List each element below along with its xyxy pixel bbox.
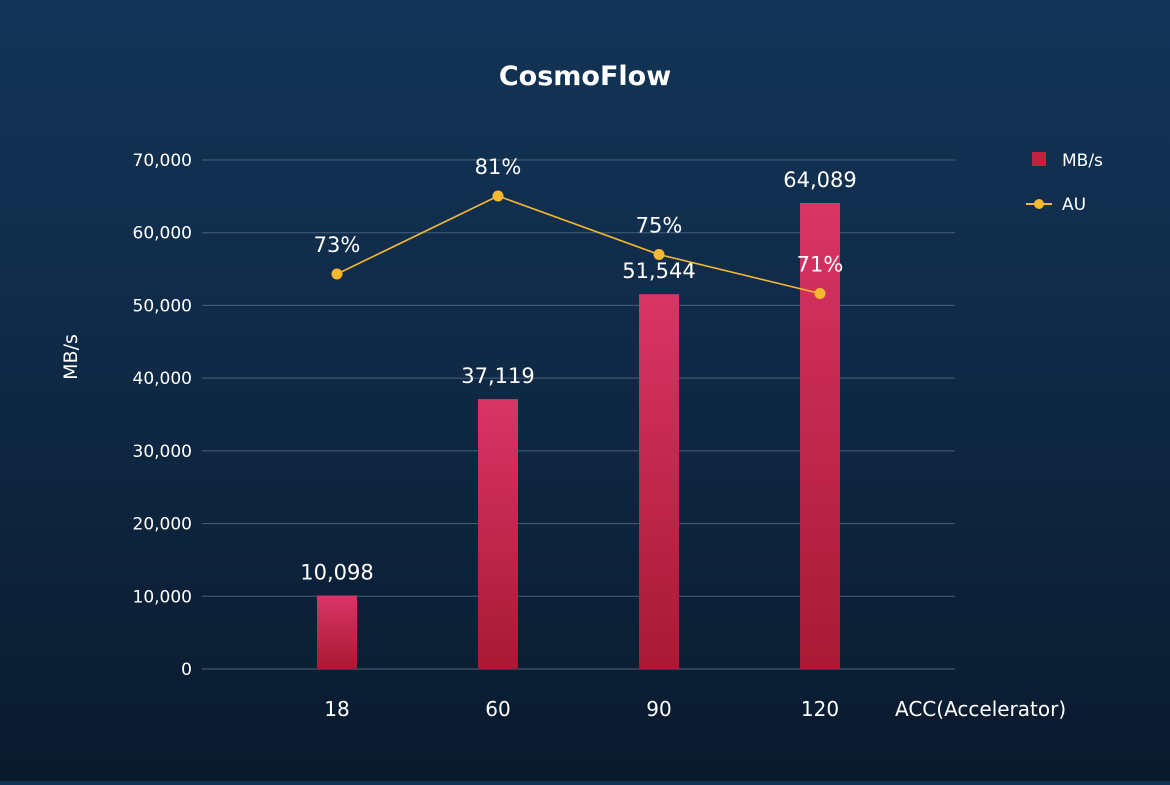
y-tick-label: 60,000 bbox=[133, 224, 192, 244]
bar-data-label: 10,098 bbox=[300, 561, 373, 585]
au-point bbox=[331, 268, 343, 280]
au-data-label: 75% bbox=[636, 214, 683, 238]
bar bbox=[800, 202, 840, 669]
y-tick-label: 10,000 bbox=[133, 587, 192, 607]
y-tick-label: 70,000 bbox=[133, 151, 192, 171]
x-axis-title: ACC(Accelerator) bbox=[895, 697, 1066, 721]
au-point bbox=[653, 249, 665, 260]
au-point bbox=[492, 190, 504, 202]
au-data-label: 73% bbox=[314, 233, 361, 257]
y-tick-label: 50,000 bbox=[133, 296, 192, 316]
legend-label-au: AU bbox=[1062, 195, 1086, 215]
bar bbox=[478, 399, 518, 669]
x-tick-label: 120 bbox=[801, 697, 839, 721]
legend-swatch-mbs bbox=[1032, 152, 1046, 166]
au-point bbox=[814, 288, 826, 299]
au-data-label: 71% bbox=[797, 253, 844, 277]
bar bbox=[639, 294, 679, 669]
x-axis-ticks: 18 60 90 120 bbox=[324, 697, 839, 721]
line-series: 73% 81% 75% 71% bbox=[314, 155, 844, 299]
legend-marker-au bbox=[1034, 199, 1044, 209]
bar-data-label: 37,119 bbox=[461, 364, 534, 388]
legend-label-mbs: MB/s bbox=[1062, 151, 1103, 171]
bar-series: 10,098 37,119 51,544 64,089 bbox=[300, 168, 857, 669]
bar bbox=[317, 595, 357, 669]
y-tick-label: 40,000 bbox=[133, 369, 192, 389]
chart-title: CosmoFlow bbox=[499, 61, 671, 92]
bar-data-label: 51,544 bbox=[622, 259, 695, 283]
bar-data-label: 64,089 bbox=[783, 168, 856, 192]
y-tick-label: 20,000 bbox=[133, 515, 192, 535]
y-axis-title: MB/s bbox=[60, 334, 82, 380]
legend: MB/s AU bbox=[1026, 151, 1103, 215]
x-tick-label: 90 bbox=[646, 697, 671, 721]
x-tick-label: 18 bbox=[324, 697, 349, 721]
y-tick-label: 30,000 bbox=[133, 442, 192, 462]
au-data-label: 81% bbox=[475, 155, 522, 179]
x-tick-label: 60 bbox=[485, 697, 510, 721]
au-line bbox=[336, 195, 821, 295]
y-axis-ticks: 0 10,000 20,000 30,000 40,000 50,000 60,000 70,… bbox=[133, 151, 192, 680]
y-tick-label: 0 bbox=[181, 660, 192, 680]
